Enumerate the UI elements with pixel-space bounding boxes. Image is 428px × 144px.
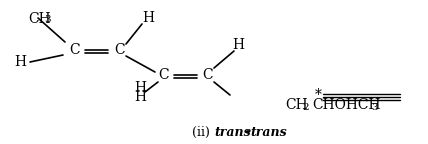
Text: H: H bbox=[142, 11, 154, 25]
Text: H: H bbox=[232, 38, 244, 52]
Text: C: C bbox=[159, 68, 169, 82]
Text: *: * bbox=[315, 88, 321, 102]
Text: 3: 3 bbox=[44, 15, 51, 24]
Text: H: H bbox=[14, 55, 26, 69]
Text: CH: CH bbox=[285, 98, 308, 112]
Text: C: C bbox=[115, 43, 125, 57]
Text: -: - bbox=[245, 126, 250, 139]
Text: C: C bbox=[203, 68, 213, 82]
Text: trans: trans bbox=[214, 126, 251, 139]
Text: H: H bbox=[134, 81, 146, 95]
Text: trans: trans bbox=[250, 126, 287, 139]
Text: CH: CH bbox=[28, 12, 51, 26]
Text: 2: 2 bbox=[302, 104, 309, 112]
Text: C: C bbox=[70, 43, 80, 57]
Text: 3: 3 bbox=[371, 104, 377, 112]
Text: (ii): (ii) bbox=[192, 126, 214, 139]
Text: CHOHCH: CHOHCH bbox=[312, 98, 380, 112]
Text: H: H bbox=[134, 90, 146, 104]
